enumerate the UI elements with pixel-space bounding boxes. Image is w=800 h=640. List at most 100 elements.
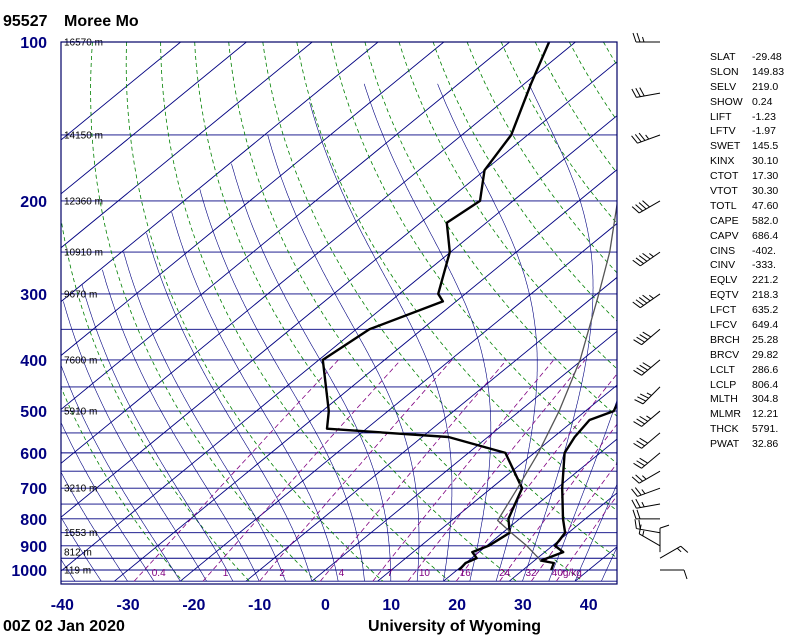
index-value: 17.30 bbox=[752, 170, 779, 183]
dry-adiabat bbox=[398, 42, 617, 370]
mixing-ratio-label: 10 bbox=[419, 568, 431, 579]
index-row: LCLT 286.6 bbox=[710, 363, 796, 378]
mixing-ratio-line bbox=[259, 359, 453, 582]
dry-adiabat bbox=[296, 42, 617, 512]
index-label: MLMR bbox=[710, 408, 741, 421]
pressure-tick-label: 500 bbox=[20, 404, 47, 421]
wind-barb bbox=[660, 569, 688, 580]
wind-barb bbox=[633, 328, 661, 346]
temperature-tick-label: -20 bbox=[182, 597, 205, 614]
index-label: TOTL bbox=[710, 199, 737, 212]
index-label: CAPV bbox=[710, 229, 739, 242]
height-label: 7600 m bbox=[64, 355, 97, 366]
index-value: 149.83 bbox=[752, 65, 785, 78]
wind-barb bbox=[634, 519, 661, 534]
index-label: PWAT bbox=[710, 438, 740, 451]
index-row: MLMR 12.21 bbox=[710, 407, 796, 422]
temperature-tick-label: -40 bbox=[51, 597, 74, 614]
wind-barb bbox=[631, 200, 661, 214]
index-row: BRCH 25.28 bbox=[710, 333, 796, 348]
pressure-tick-label: 1000 bbox=[11, 563, 47, 580]
height-label: 9670 m bbox=[64, 289, 97, 300]
index-row: SLON 149.83 bbox=[710, 65, 796, 80]
index-label: SWET bbox=[710, 140, 741, 153]
pressure-tick-label: 900 bbox=[20, 539, 47, 556]
mixing-ratio-line bbox=[407, 359, 586, 582]
isotherm bbox=[61, 61, 617, 518]
index-value: -333. bbox=[752, 259, 776, 272]
index-value: -1.23 bbox=[752, 110, 776, 123]
index-label: SHOW bbox=[710, 95, 743, 108]
moist-adiabat bbox=[63, 301, 207, 582]
moist-adiabat bbox=[267, 134, 420, 582]
isotherm bbox=[61, 42, 247, 195]
moist-adiabat bbox=[574, 483, 617, 582]
wind-barb bbox=[632, 251, 661, 267]
index-value: -29.48 bbox=[752, 51, 782, 63]
index-label: CINS bbox=[710, 244, 736, 257]
moist-adiabat bbox=[231, 163, 392, 582]
index-label: SELV bbox=[710, 80, 737, 93]
moist-adiabat bbox=[61, 516, 102, 582]
index-value: 12.21 bbox=[752, 408, 779, 421]
index-row: THCK 5791. bbox=[710, 422, 796, 437]
mixing-ratio-label: 1 bbox=[223, 568, 229, 579]
index-row: EQTV 218.3 bbox=[710, 288, 796, 303]
index-value: 30.30 bbox=[752, 185, 779, 198]
temperature-line bbox=[539, 401, 617, 571]
isotherm bbox=[61, 42, 445, 357]
index-value: 219.0 bbox=[752, 80, 779, 93]
mixing-ratio-line bbox=[319, 359, 508, 582]
index-value: 218.3 bbox=[752, 289, 779, 302]
dry-adiabat bbox=[90, 42, 317, 582]
index-value: 304.8 bbox=[752, 393, 779, 406]
index-value: 29.82 bbox=[752, 348, 779, 361]
dry-adiabat bbox=[228, 42, 584, 582]
wind-barb bbox=[633, 410, 661, 427]
wind-barb bbox=[631, 487, 661, 497]
temperature-tick-label: 0 bbox=[321, 597, 330, 614]
index-row: CTOT 17.30 bbox=[710, 169, 796, 184]
isotherm bbox=[311, 330, 617, 582]
mixing-ratio-line bbox=[372, 359, 555, 582]
index-label: LIFT bbox=[710, 110, 732, 123]
wind-barb bbox=[633, 452, 661, 469]
index-row: CINV -333. bbox=[710, 258, 796, 273]
index-value: 635.2 bbox=[752, 304, 779, 317]
pressure-tick-label: 700 bbox=[20, 481, 47, 498]
index-label: CTOT bbox=[710, 170, 739, 183]
index-value: 806.4 bbox=[752, 378, 779, 391]
index-label: CAPE bbox=[710, 214, 739, 227]
station-id: 95527 bbox=[3, 13, 48, 30]
isotherm bbox=[114, 169, 617, 582]
wind-barb bbox=[631, 498, 661, 509]
isotherm bbox=[61, 42, 510, 410]
index-label: SLAT bbox=[710, 51, 736, 63]
index-value: 25.28 bbox=[752, 333, 779, 346]
mixing-ratio-label: 7 bbox=[387, 568, 393, 579]
index-value: 286.6 bbox=[752, 363, 779, 376]
mixing-ratio-line bbox=[556, 494, 617, 582]
isotherm bbox=[61, 42, 379, 303]
index-row: LCLP 806.4 bbox=[710, 378, 796, 393]
isotherm bbox=[61, 42, 576, 464]
index-row: MLTH 304.8 bbox=[710, 392, 796, 407]
index-row: SHOW 0.24 bbox=[710, 95, 796, 110]
temperature-tick-label: 40 bbox=[580, 597, 598, 614]
wind-barb bbox=[631, 132, 661, 144]
mixing-ratio-label: 0.4 bbox=[152, 568, 166, 579]
moist-adiabat bbox=[171, 212, 339, 582]
moist-adiabat bbox=[61, 364, 181, 582]
isotherm bbox=[377, 384, 617, 582]
index-label: VTOT bbox=[710, 185, 738, 198]
index-label: SLON bbox=[710, 65, 739, 78]
dry-adiabat bbox=[194, 42, 517, 582]
isotherm bbox=[61, 42, 313, 249]
height-label: 3210 m bbox=[64, 484, 97, 495]
moist-adiabat bbox=[81, 284, 234, 582]
temperature-tick-label: 30 bbox=[514, 597, 532, 614]
index-label: LFCV bbox=[710, 319, 737, 332]
index-label: BRCH bbox=[710, 333, 740, 346]
index-row: CINS -402. bbox=[710, 244, 796, 259]
